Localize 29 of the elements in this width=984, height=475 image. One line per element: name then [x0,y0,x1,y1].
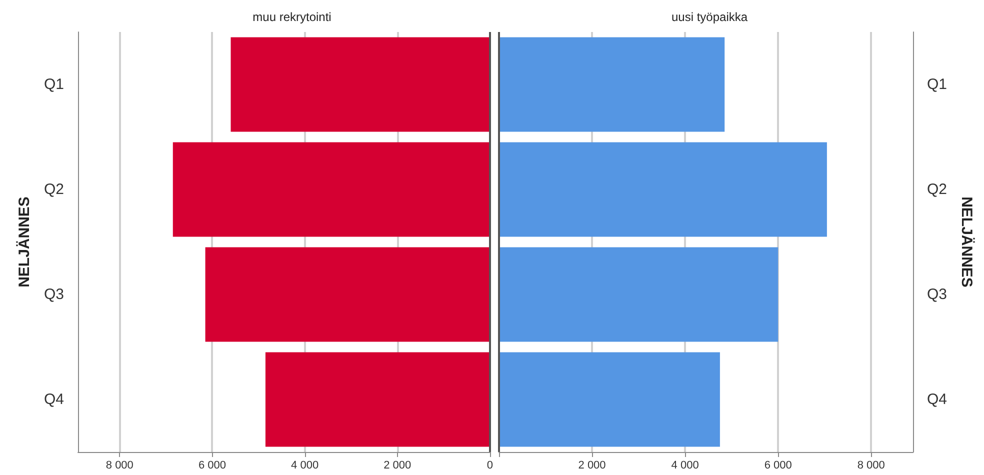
bar [172,142,490,237]
bar [499,142,827,237]
y-tick-label: Q1 [927,76,948,93]
y-tick-label: Q2 [927,181,948,198]
bar [499,37,725,132]
y-tick-label: Q3 [44,286,64,303]
bar [205,247,490,342]
x-tick-label: 8 000 [857,460,885,472]
chart-title: muu rekrytointi [252,10,332,24]
x-tick-label: 4 000 [671,460,699,472]
chart-title: uusi työpaikka [671,10,748,24]
x-tick-label: 2 000 [578,460,606,472]
y-axis-title: NELJÄNNES [958,196,975,288]
y-axis-title: NELJÄNNES [16,196,33,288]
bar [230,37,490,132]
bar [499,247,778,342]
bar [265,352,490,447]
y-tick-label: Q4 [44,391,64,408]
y-tick-label: Q1 [44,76,64,93]
x-tick-label: 0 [486,460,494,472]
y-tick-label: Q4 [927,391,948,408]
y-tick-label: Q3 [927,286,948,303]
x-tick-label: 6 000 [764,460,792,472]
bar [499,352,720,447]
x-tick-label: 2 000 [384,460,412,472]
x-tick-label: 4 000 [291,460,319,472]
x-tick-label: 6 000 [198,460,226,472]
x-tick-label: 8 000 [106,460,134,472]
y-tick-label: Q2 [44,181,64,198]
